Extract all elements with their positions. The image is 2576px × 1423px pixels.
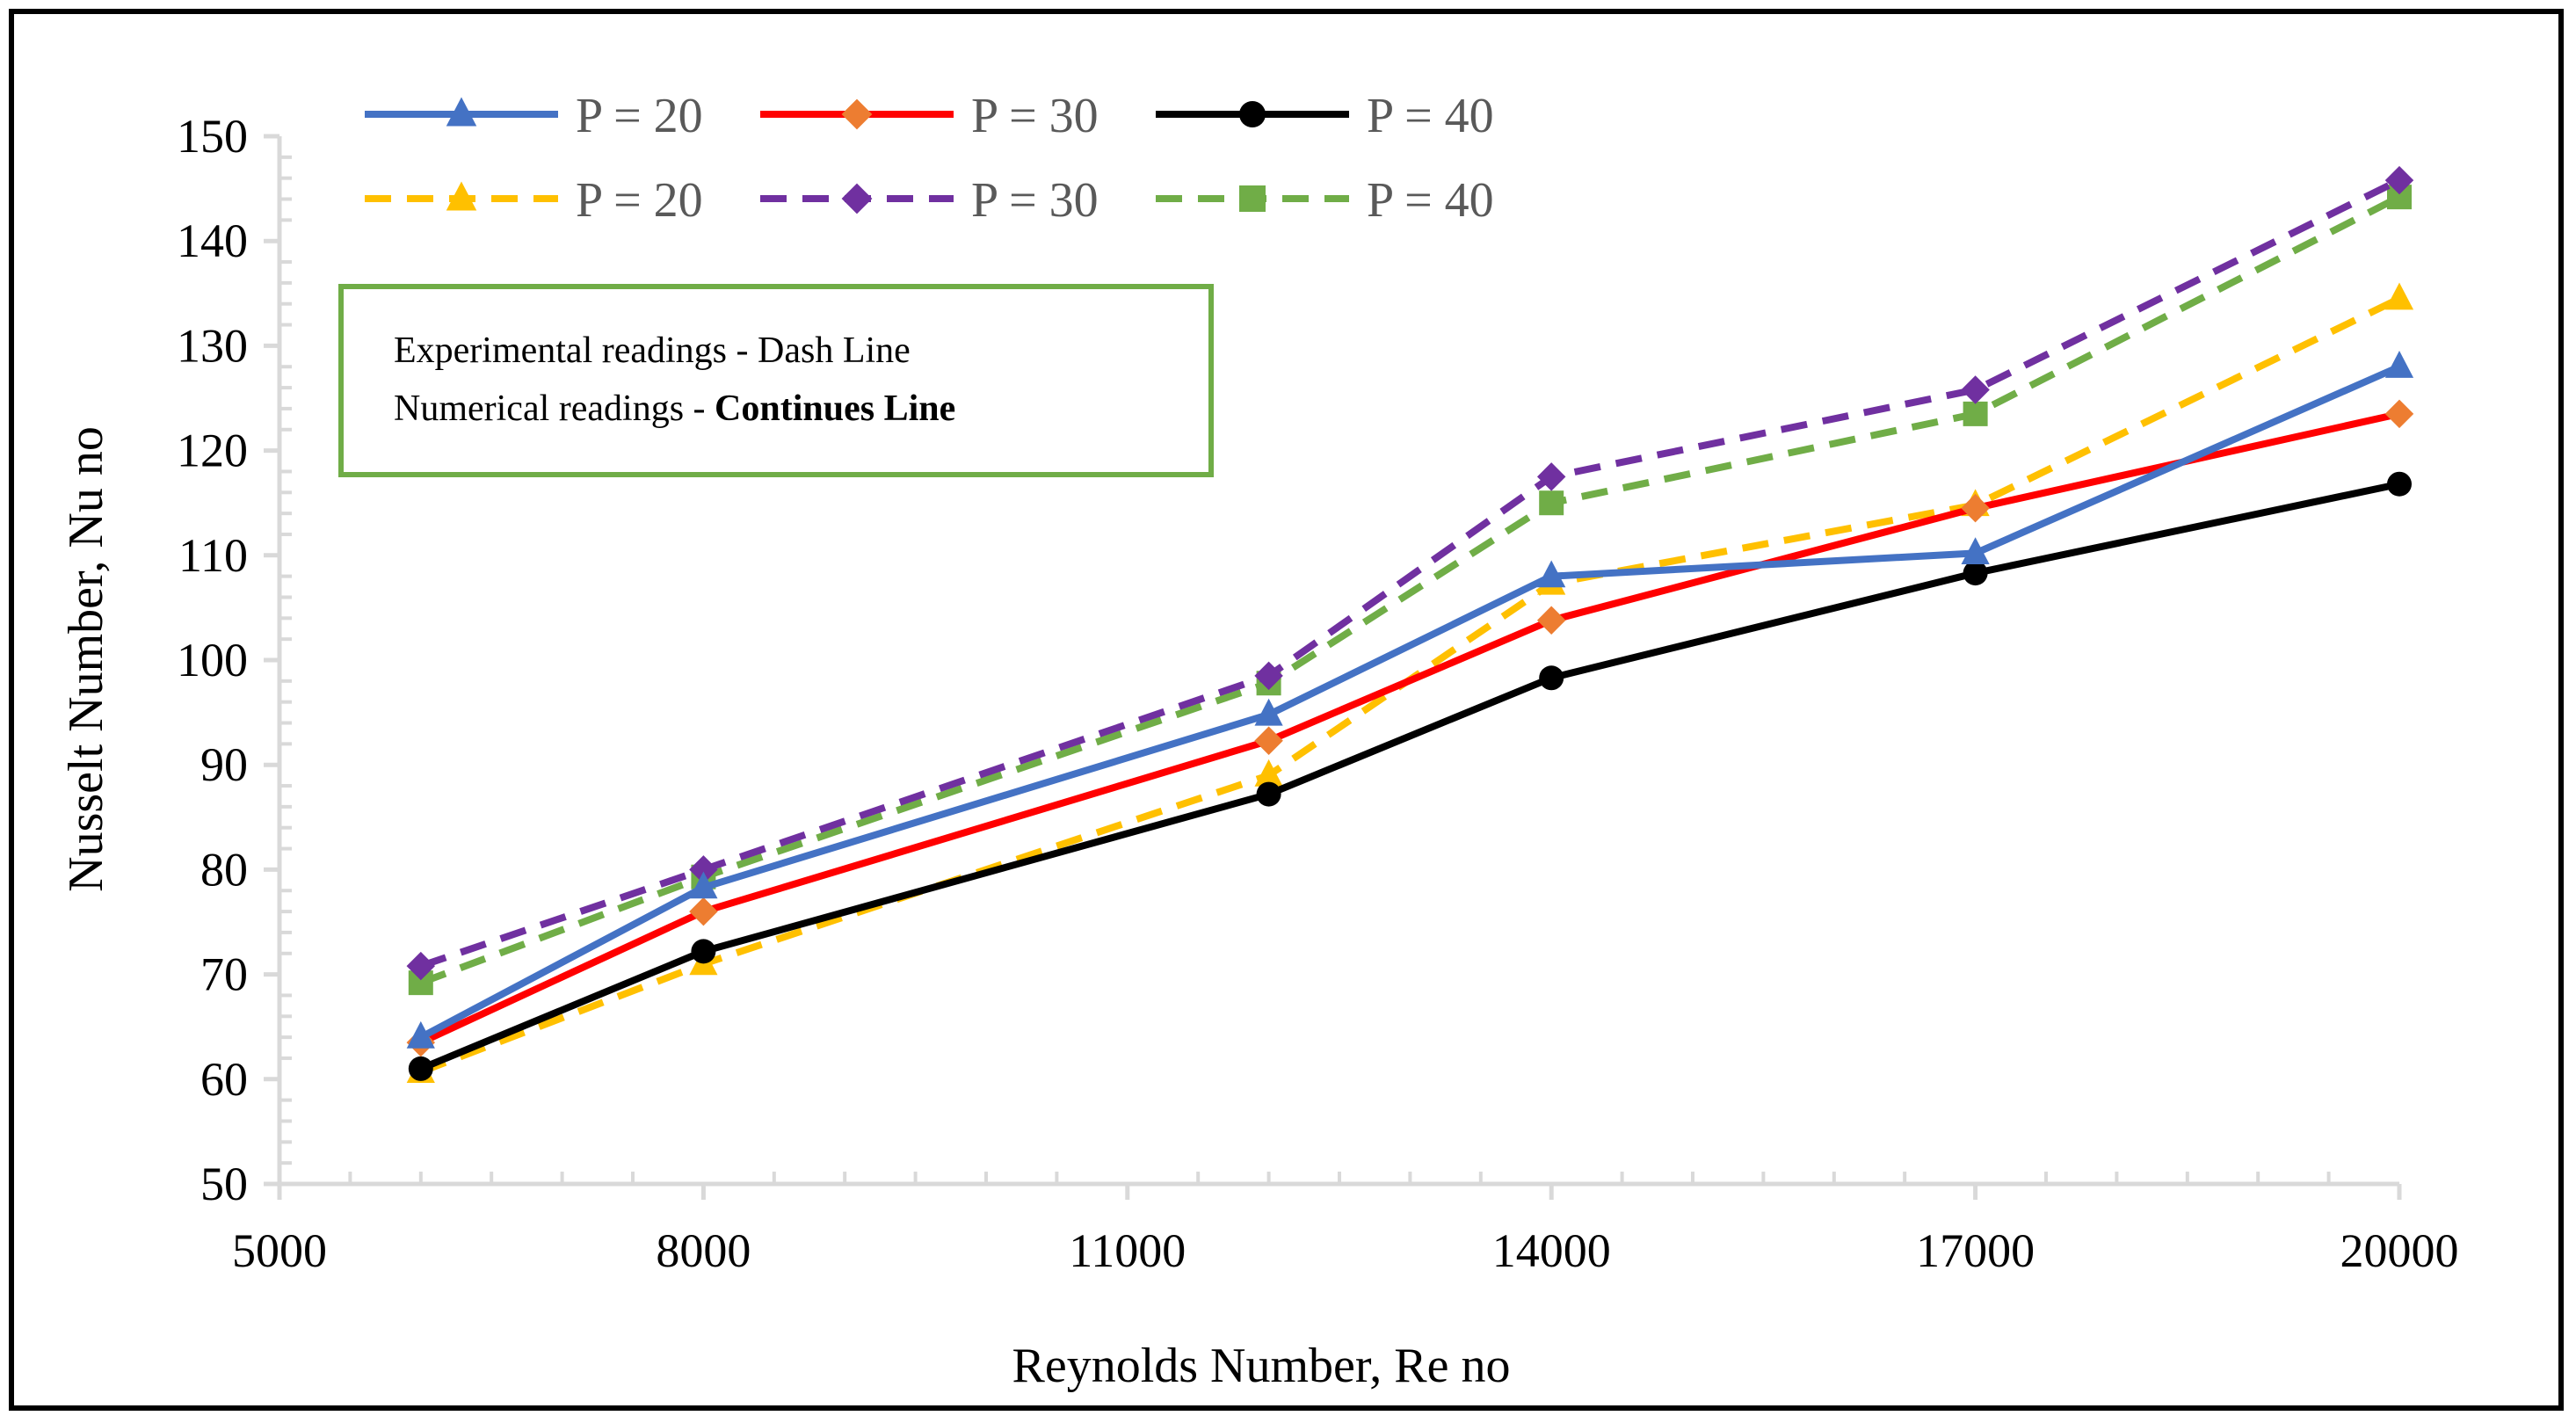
y-tick-label: 130 — [177, 319, 248, 372]
data-point-triangle — [689, 871, 718, 899]
y-tick-label: 110 — [178, 529, 248, 582]
x-tick-label: 20000 — [2340, 1224, 2459, 1277]
legend-label: P = 30 — [971, 89, 1099, 143]
legend-entry: P = 40 — [1156, 173, 1494, 228]
annotation-border — [338, 284, 1214, 477]
series-dashed-p30 — [406, 165, 2414, 981]
legend-label: P = 20 — [576, 173, 703, 228]
series-solid-p30 — [406, 399, 2414, 1057]
data-point-triangle — [1961, 537, 1990, 565]
series-solid-p20 — [406, 351, 2414, 1049]
y-tick-label: 90 — [200, 738, 248, 791]
legend-label: P = 40 — [1367, 173, 1494, 228]
series-line — [419, 177, 2401, 969]
legend-entry: P = 20 — [365, 89, 703, 143]
data-point-diamond — [406, 951, 436, 981]
legend-label: P = 20 — [576, 89, 703, 143]
annotation-numerical-prefix: Numerical readings - — [394, 388, 715, 429]
series-line — [419, 193, 2401, 986]
data-point-square — [1963, 401, 1988, 426]
y-tick-label: 80 — [200, 843, 248, 896]
x-tick-label: 5000 — [232, 1224, 327, 1277]
data-point-circle — [1539, 665, 1564, 691]
data-point-circle — [2387, 471, 2412, 497]
legend-marker-circle — [1239, 101, 1266, 127]
legend-marker-diamond — [841, 183, 873, 214]
data-point-diamond — [689, 855, 718, 884]
y-tick-label: 120 — [177, 425, 248, 477]
x-tick-label: 8000 — [656, 1224, 751, 1277]
data-point-diamond — [1254, 726, 1283, 756]
legend-entry: P = 40 — [1156, 89, 1494, 143]
data-point-triangle — [2384, 282, 2414, 310]
data-point-diamond — [1254, 661, 1283, 691]
y-tick-label: 150 — [177, 110, 248, 163]
legend-entry: P = 30 — [760, 173, 1099, 228]
data-point-triangle — [1254, 698, 1283, 726]
data-point-square — [1539, 490, 1564, 516]
x-tick-label: 11000 — [1069, 1224, 1186, 1277]
legend-marker-triangle — [446, 97, 477, 127]
series-line — [419, 480, 2400, 1072]
data-point-circle — [1256, 781, 1281, 807]
data-point-diamond — [1536, 462, 1566, 491]
x-tick-label: 14000 — [1492, 1224, 1611, 1277]
data-point-triangle — [1254, 759, 1283, 787]
data-point-triangle — [1537, 560, 1566, 588]
y-tick-label: 140 — [177, 214, 248, 267]
y-tick-label: 60 — [200, 1053, 248, 1106]
data-point-diamond — [2384, 165, 2414, 195]
data-point-triangle — [406, 1020, 435, 1049]
y-tick-label: 50 — [200, 1158, 248, 1210]
legend-label: P = 30 — [971, 173, 1099, 228]
legend-entry: P = 20 — [365, 173, 703, 228]
series-line — [419, 410, 2400, 1046]
x-axis-title: Reynolds Number, Re no — [1012, 1339, 1510, 1393]
axes: 50 60 70 80 90 100 110 120 130 140 150 5000 8000 1100… — [177, 110, 2459, 1277]
series-line — [418, 363, 2401, 1041]
legend-entry: P = 30 — [760, 89, 1099, 143]
data-point-circle — [408, 1056, 433, 1081]
annotation-numerical-bold: Continues Line — [715, 388, 955, 429]
data-point-triangle — [2384, 351, 2414, 378]
annotation-line-experimental: Experimental readings - Dash Line — [394, 330, 911, 371]
plot-series — [406, 165, 2414, 1084]
data-point-diamond — [2384, 399, 2414, 429]
y-tick-label: 100 — [177, 634, 248, 686]
series-solid-p40 — [408, 471, 2412, 1081]
data-point-diamond — [1961, 493, 1990, 523]
legend: P = 20 P = 30 P = 40 P = 20 P = 30 P = 40 — [365, 89, 1494, 228]
annotation-line-numerical: Numerical readings - Continues Line — [394, 388, 955, 429]
y-tick-label: 70 — [200, 948, 248, 1001]
legend-marker-diamond — [841, 98, 873, 130]
legend-marker-square — [1239, 185, 1266, 212]
legend-marker-triangle — [446, 181, 477, 211]
data-point-circle — [691, 939, 716, 964]
legend-label: P = 40 — [1367, 89, 1494, 143]
x-tick-label: 17000 — [1916, 1224, 2035, 1277]
data-point-diamond — [1536, 606, 1566, 635]
data-point-diamond — [1961, 375, 1990, 404]
annotation-box: Experimental readings - Dash Line Numeri… — [338, 284, 1214, 477]
data-point-diamond — [689, 897, 718, 926]
data-point-circle — [1963, 561, 1988, 586]
y-axis-title: Nusselt Number, Nu no — [59, 426, 113, 892]
